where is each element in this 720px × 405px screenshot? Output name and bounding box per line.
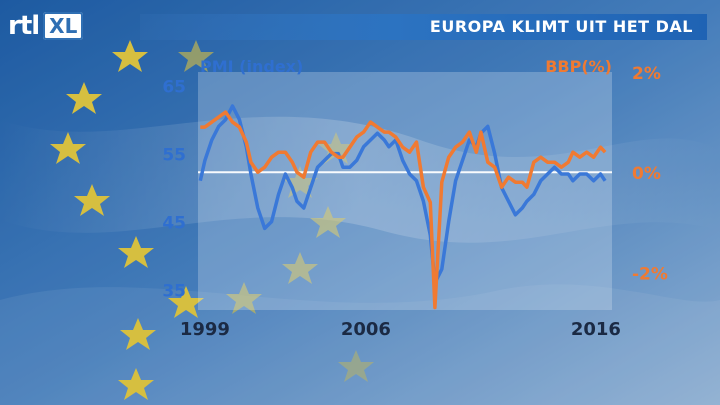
star-icon (338, 350, 374, 382)
rtl-xl-logo: rtl XL (8, 8, 84, 44)
title-banner: EUROPA KLIMT UIT HET DAL (140, 14, 707, 40)
right-tick-label: 2% (632, 64, 661, 84)
logo-rtl-text: rtl (8, 11, 40, 41)
star-icon (118, 236, 154, 268)
banner-title: EUROPA KLIMT UIT HET DAL (429, 17, 693, 36)
star-icon (168, 286, 204, 318)
star-icon (226, 282, 262, 314)
star-icon (66, 82, 102, 114)
right-tick-label: 0% (632, 164, 661, 184)
star-icon (178, 40, 214, 72)
right-axis-label: BBP(%) (545, 57, 612, 76)
x-tick-label: 2006 (341, 319, 391, 340)
star-icon (74, 184, 110, 216)
left-tick-label: 45 (162, 214, 186, 234)
star-icon (112, 40, 148, 72)
x-tick-label: 1999 (180, 319, 230, 340)
pmi-series-line (198, 104, 607, 285)
left-tick-label: 65 (162, 78, 186, 98)
plot-area (198, 72, 612, 310)
star-icon (282, 252, 318, 284)
x-tick-label: 2016 (571, 319, 621, 340)
right-tick-label: -2% (632, 264, 668, 284)
left-tick-label: 55 (162, 146, 186, 166)
bbp-series-line (200, 110, 607, 310)
star-icon (50, 132, 86, 164)
left-axis-label: PMI (index) (200, 57, 303, 76)
left-tick-label: 35 (162, 282, 186, 302)
logo-xl-text: XL (43, 12, 84, 40)
star-icon (310, 206, 346, 238)
star-icon (120, 318, 156, 350)
star-icon (118, 368, 154, 400)
